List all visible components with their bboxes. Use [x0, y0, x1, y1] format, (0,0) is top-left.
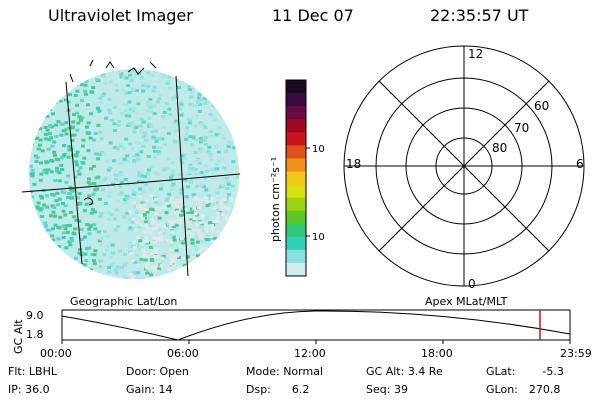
date-label: 11 Dec 07: [272, 6, 354, 25]
colorbar-segment: [286, 210, 306, 225]
mlt-label-12: 12: [468, 47, 483, 61]
glat-label: GLat:: [486, 365, 516, 378]
colorbar-segment: [286, 80, 306, 94]
instrument-title: Ultraviolet Imager: [48, 6, 193, 25]
spacecraft-marker: [83, 197, 94, 206]
mode-value: Normal: [283, 365, 323, 378]
colorbar-segment: [286, 249, 306, 264]
glat-row: GLat: -5.3: [486, 365, 564, 378]
gcalt-row: GC Alt: 3.4 Re: [366, 365, 443, 378]
altitude-frame: [61, 309, 571, 341]
flt-label: Flt:: [8, 365, 26, 378]
mlt-label-0: 0: [468, 277, 476, 291]
flt-value: LBHL: [28, 365, 57, 378]
colorbar-label: photon cm⁻²s⁻¹: [269, 157, 282, 242]
gain-row: Gain: 14: [126, 383, 173, 396]
mode-row: Mode: Normal: [246, 365, 323, 378]
gcalt-value: 3.4 Re: [407, 365, 443, 378]
colorbar-segment: [286, 119, 306, 133]
colorbar-segment: [286, 197, 306, 212]
uv-earth-image: [21, 59, 241, 279]
glon-row: GLon: 270.8: [486, 383, 560, 396]
caption-apex: Apex MLat/MLT: [425, 295, 508, 308]
dsp-label: Dsp:: [246, 383, 271, 396]
glon-label: GLon:: [486, 383, 518, 396]
glat-value: -5.3: [542, 365, 564, 378]
colorbar-segment: [286, 223, 306, 238]
colorbar-tick-10: 10: [312, 232, 324, 243]
colorbar-tick-100: 100: [312, 144, 324, 155]
latitude-line: [21, 173, 241, 193]
dsp-value: 6.2: [291, 383, 310, 396]
altitude-ytick-high: 9.0: [26, 309, 44, 322]
glon-value: 270.8: [528, 383, 561, 396]
colorbar-segment: [286, 262, 306, 277]
limb-marks: [69, 59, 157, 83]
dsp-row: Dsp: 6.2: [246, 383, 309, 396]
door-value: Open: [159, 365, 189, 378]
flt-row: Flt: LBHL: [8, 365, 57, 378]
mlt-label-18: 18: [346, 157, 361, 171]
ip-value: 36.0: [25, 383, 50, 396]
ip-row: IP: 36.0: [8, 383, 50, 396]
meridian-line: [175, 75, 189, 277]
lat-label-70: 70: [514, 121, 529, 135]
x-tick-0000: 00:00: [40, 347, 72, 360]
seq-row: Seq: 39: [366, 383, 408, 396]
seq-label: Seq:: [366, 383, 391, 396]
door-label: Door:: [126, 365, 156, 378]
altitude-ytick-low: 1.8: [26, 328, 44, 341]
altitude-ylabel: GC Alt: [12, 319, 25, 354]
colorbar-segment: [286, 145, 306, 159]
gain-label: Gain:: [126, 383, 155, 396]
door-row: Door: Open: [126, 365, 189, 378]
altitude-curve: [61, 310, 571, 341]
colorbar-segment: [286, 106, 306, 120]
time-label: 22:35:57 UT: [430, 6, 529, 25]
colorbar-segment: [286, 236, 306, 251]
ip-label: IP:: [8, 383, 22, 396]
colorbar-segment: [286, 184, 306, 199]
meridian-line: [65, 81, 83, 265]
polar-plot: 12 18 6 0 60 70 80: [343, 45, 585, 291]
lat-label-80: 80: [492, 141, 507, 155]
x-tick-1800: 18:00: [421, 347, 453, 360]
mode-label: Mode:: [246, 365, 280, 378]
colorbar-segment: [286, 132, 306, 146]
altitude-plot: GC Alt 9.0 1.8 00:00 06:00 12:00 18:00 2…: [12, 309, 592, 360]
color-bar: 100 10 photon cm⁻²s⁻¹: [269, 79, 324, 277]
mlt-label-6: 6: [576, 157, 584, 171]
gain-value: 14: [158, 383, 173, 396]
colorbar-segment: [286, 171, 306, 186]
lat-label-60: 60: [534, 99, 549, 113]
x-tick-1200: 12:00: [294, 347, 326, 360]
colorbar-segment: [286, 93, 306, 107]
colorbar-segment: [286, 158, 306, 172]
x-tick-0600: 06:00: [167, 347, 199, 360]
caption-geographic: Geographic Lat/Lon: [70, 295, 178, 308]
seq-value: 39: [393, 383, 408, 396]
gcalt-label: GC Alt:: [366, 365, 405, 378]
x-tick-2359: 23:59: [560, 347, 592, 360]
